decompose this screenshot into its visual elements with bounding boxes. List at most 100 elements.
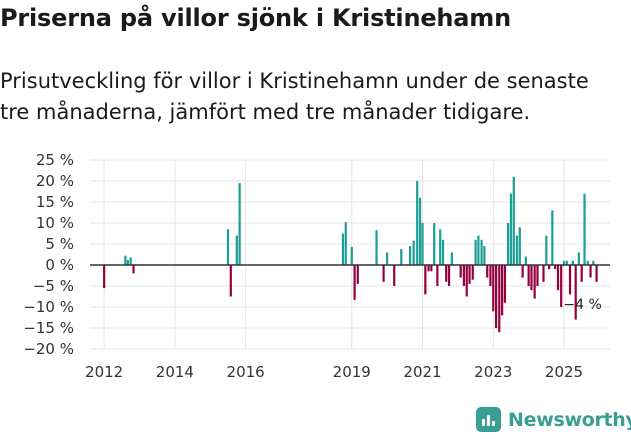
bar	[445, 265, 448, 282]
bar	[235, 235, 238, 265]
bar	[486, 265, 489, 278]
bar	[462, 265, 466, 286]
bar	[400, 249, 403, 265]
y-tick-label: −10 %	[23, 298, 74, 316]
y-tick-label: 25 %	[36, 151, 74, 169]
bar	[353, 265, 356, 300]
bar	[595, 265, 598, 282]
bar	[126, 259, 129, 265]
bar	[124, 255, 127, 265]
chart-subtitle: Prisutveckling för villor i Kristinehamn…	[0, 69, 589, 124]
newsworthy-logo-icon	[476, 407, 501, 432]
bar	[468, 265, 471, 284]
bar	[542, 265, 545, 282]
x-tick-label: 2023	[474, 363, 512, 381]
bar	[530, 265, 533, 291]
bar	[554, 265, 557, 270]
brand-name: Newsworthy	[508, 408, 631, 431]
x-tick-label: 2019	[333, 363, 371, 381]
bar	[459, 265, 462, 278]
bar	[433, 223, 436, 265]
bar	[474, 239, 477, 265]
bar	[562, 260, 566, 265]
bar	[492, 265, 495, 312]
bar	[589, 265, 592, 278]
bar	[341, 233, 345, 265]
bar	[518, 227, 521, 265]
bar	[583, 193, 586, 265]
bar	[350, 246, 353, 265]
bar	[527, 265, 530, 286]
bar	[386, 252, 389, 265]
newsworthy-logo: Newsworthy	[476, 407, 631, 432]
bar	[489, 265, 492, 286]
x-tick-label: 2025	[545, 363, 583, 381]
y-tick-label: 15 %	[36, 193, 74, 211]
latest-value-annotation: −4 %	[563, 297, 601, 313]
x-tick-label: 2012	[85, 363, 123, 381]
bar	[509, 193, 513, 265]
bar	[418, 197, 422, 265]
bar	[424, 265, 427, 295]
bar	[238, 183, 241, 265]
bar	[524, 256, 527, 265]
y-tick-label: −5 %	[33, 277, 74, 295]
bar	[344, 222, 347, 265]
bar	[556, 265, 560, 291]
bar	[515, 235, 519, 265]
bar	[592, 260, 595, 265]
x-tick-label: 2016	[227, 363, 265, 381]
bar	[480, 239, 483, 265]
bar	[409, 246, 412, 265]
bar	[586, 260, 589, 265]
bar	[132, 265, 135, 274]
bar	[226, 229, 230, 265]
bar	[545, 235, 548, 265]
bar	[483, 246, 486, 265]
bar	[465, 265, 468, 297]
bar	[568, 265, 572, 295]
y-tick-label: 0 %	[45, 256, 74, 274]
bar	[471, 265, 474, 280]
bar	[477, 235, 480, 265]
bar	[551, 210, 554, 265]
bar	[441, 239, 445, 265]
bar	[382, 265, 385, 282]
bar	[229, 265, 232, 297]
bar	[421, 223, 424, 265]
bar	[356, 265, 359, 284]
bar	[548, 265, 551, 270]
y-tick-label: 5 %	[45, 235, 74, 253]
y-tick-label: −15 %	[23, 319, 74, 337]
price-change-chart: 25 % 20 % 15 % 10 % 5 % 0 % −5 % −10 % −15 % −20 …	[23, 151, 610, 381]
bar	[571, 260, 574, 265]
bar	[574, 265, 577, 320]
y-tick-label: −20 %	[23, 340, 74, 358]
bar	[375, 230, 378, 265]
bar	[494, 265, 498, 328]
y-tick-label: 20 %	[36, 172, 74, 190]
bar	[393, 265, 396, 286]
bar	[430, 265, 433, 272]
x-tick-label: 2014	[156, 363, 194, 381]
bar	[580, 265, 583, 282]
bar	[447, 265, 451, 286]
y-tick-label: 10 %	[36, 214, 74, 232]
bar	[412, 240, 415, 265]
bar	[560, 265, 563, 307]
bar	[577, 252, 580, 265]
bar	[533, 265, 536, 299]
bar	[436, 265, 439, 286]
bar	[521, 265, 524, 278]
bar	[103, 265, 106, 289]
chart-title: Priserna på villor sjönk i Kristinehamn	[0, 4, 511, 32]
bar	[503, 265, 507, 303]
bar	[536, 265, 539, 286]
bar	[450, 252, 453, 265]
bar	[565, 260, 568, 265]
bar	[129, 257, 132, 265]
bar	[507, 223, 510, 265]
bar	[427, 265, 430, 272]
bar	[501, 265, 504, 316]
bar	[416, 181, 419, 265]
